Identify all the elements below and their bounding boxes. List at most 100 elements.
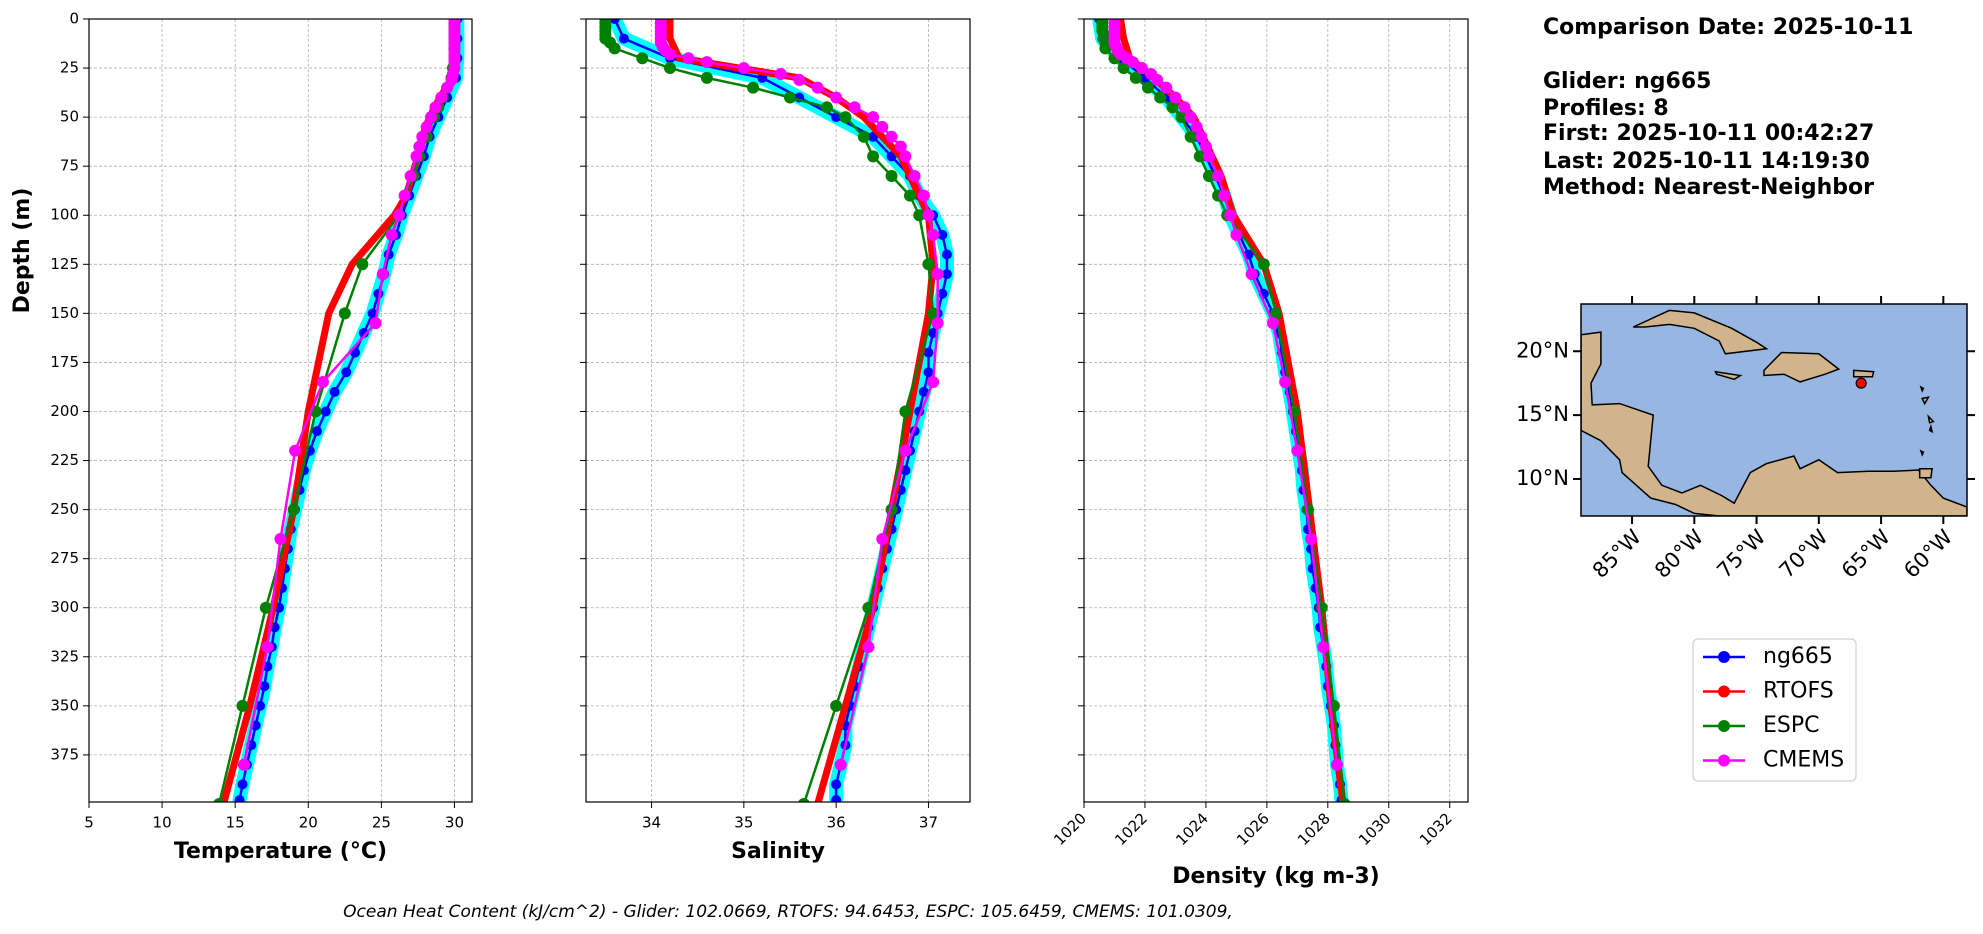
profile-point bbox=[834, 758, 847, 771]
profile-spread bbox=[1092, 19, 1349, 802]
profile-point bbox=[927, 228, 940, 241]
profile-point bbox=[774, 67, 787, 80]
profile-point bbox=[899, 444, 912, 457]
profile-point bbox=[1126, 56, 1139, 69]
y-tick-label: 350 bbox=[50, 696, 79, 714]
profile-point bbox=[287, 503, 300, 516]
profile-point bbox=[798, 797, 810, 802]
profile-point bbox=[259, 601, 272, 614]
profile-point bbox=[1266, 317, 1279, 330]
x-tick-label: 1030 bbox=[1355, 809, 1395, 849]
profile-line bbox=[1101, 19, 1346, 802]
profile-point bbox=[860, 114, 867, 121]
y-tick-label: 25 bbox=[60, 59, 79, 77]
legend-label: RTOFS bbox=[1763, 679, 1834, 704]
x-tick-label: 37 bbox=[919, 814, 938, 832]
profile-point bbox=[1184, 111, 1197, 124]
x-tick-label: 1020 bbox=[1050, 809, 1090, 849]
y-tick-label: 0 bbox=[69, 10, 79, 28]
profile-point bbox=[1178, 101, 1191, 114]
profile-point bbox=[784, 91, 796, 104]
profile-point bbox=[358, 327, 369, 338]
profile-point bbox=[937, 229, 948, 240]
profile-point bbox=[1175, 111, 1188, 124]
profile-point bbox=[213, 797, 225, 802]
x-tick-label: 25 bbox=[372, 814, 391, 832]
profile-point bbox=[441, 81, 454, 94]
profile-point bbox=[274, 533, 287, 546]
profile-point bbox=[811, 81, 824, 94]
footer: Ocean Heat Content (kJ/cm^2) - Glider: 1… bbox=[343, 902, 1233, 922]
profile-point bbox=[879, 133, 886, 140]
profile-point bbox=[894, 140, 907, 153]
x-tick-label: 1028 bbox=[1294, 809, 1334, 849]
profile-point bbox=[747, 81, 760, 94]
profile-point bbox=[848, 101, 861, 114]
profile-point bbox=[1291, 444, 1304, 457]
profile-point bbox=[413, 140, 426, 153]
x-axis-label: Density (kg m-3) bbox=[1172, 864, 1380, 889]
land bbox=[1918, 467, 1933, 479]
y-tick-label: 125 bbox=[50, 255, 79, 273]
profile-point bbox=[927, 376, 940, 389]
profile-line bbox=[1098, 19, 1343, 801]
profile-point bbox=[899, 405, 912, 418]
profile-point bbox=[831, 795, 842, 802]
legend-marker bbox=[1718, 685, 1730, 698]
profile-point bbox=[261, 640, 274, 653]
y-axis-label: Depth (m) bbox=[10, 188, 35, 314]
profile-point bbox=[867, 111, 880, 124]
legend-marker bbox=[1718, 754, 1730, 767]
x-tick-label: 70°W bbox=[1775, 525, 1833, 583]
x-tick-label: 15 bbox=[226, 814, 245, 832]
land bbox=[1919, 449, 1925, 457]
profile-point bbox=[922, 258, 935, 271]
profile-point bbox=[341, 367, 352, 378]
profile-point bbox=[1120, 35, 1127, 42]
profile-point bbox=[1099, 42, 1112, 55]
x-tick-label: 1022 bbox=[1111, 809, 1151, 849]
land bbox=[1632, 309, 1769, 355]
profile-point bbox=[931, 317, 944, 330]
x-tick-label: 35 bbox=[734, 814, 753, 832]
y-tick-label: 225 bbox=[50, 451, 79, 469]
profile-point bbox=[1135, 62, 1148, 75]
x-tick-label: 80°W bbox=[1650, 525, 1708, 583]
plot-area: 5 10 15 20 25 3002550751001251501752002252502… bbox=[10, 10, 473, 864]
y-tick-label: 150 bbox=[50, 304, 79, 322]
profile-point bbox=[862, 640, 875, 653]
profile-point bbox=[356, 258, 369, 271]
profile-point bbox=[259, 681, 270, 692]
profile-point bbox=[908, 169, 921, 182]
y-tick-label: 15°N bbox=[1516, 402, 1569, 426]
legend-marker bbox=[1718, 651, 1730, 663]
profile-point bbox=[937, 288, 948, 299]
legend-label: ESPC bbox=[1763, 713, 1820, 738]
profile-point bbox=[636, 52, 649, 65]
profile-point bbox=[234, 795, 245, 802]
x-tick-label: 34 bbox=[642, 814, 661, 832]
series-layer bbox=[599, 19, 954, 802]
land-layer bbox=[1581, 309, 1967, 516]
info-line: Glider: ng665 bbox=[1543, 69, 1711, 94]
glider-location bbox=[1855, 377, 1867, 389]
info-line: Profiles: 8 bbox=[1543, 96, 1669, 121]
profile-point bbox=[923, 367, 934, 378]
axes-frame bbox=[585, 18, 971, 803]
profile-point bbox=[1142, 81, 1154, 94]
profile-point bbox=[664, 48, 676, 61]
profile-point bbox=[369, 317, 382, 330]
legend-label: CMEMS bbox=[1763, 748, 1844, 773]
profile-point bbox=[830, 91, 843, 104]
legend-box bbox=[1692, 638, 1857, 782]
info-line: Comparison Date: 2025-10-11 bbox=[1543, 15, 1913, 40]
profile-point bbox=[867, 150, 880, 163]
profile-point bbox=[329, 386, 340, 397]
x-tick-label: 1026 bbox=[1233, 809, 1273, 849]
x-tick-label: 5 bbox=[84, 814, 94, 832]
axes-frame bbox=[88, 18, 473, 803]
profile-point bbox=[420, 120, 433, 133]
profile-point bbox=[376, 268, 389, 281]
x-tick-label: 10 bbox=[153, 814, 172, 832]
y-tick-label: 75 bbox=[60, 157, 79, 175]
